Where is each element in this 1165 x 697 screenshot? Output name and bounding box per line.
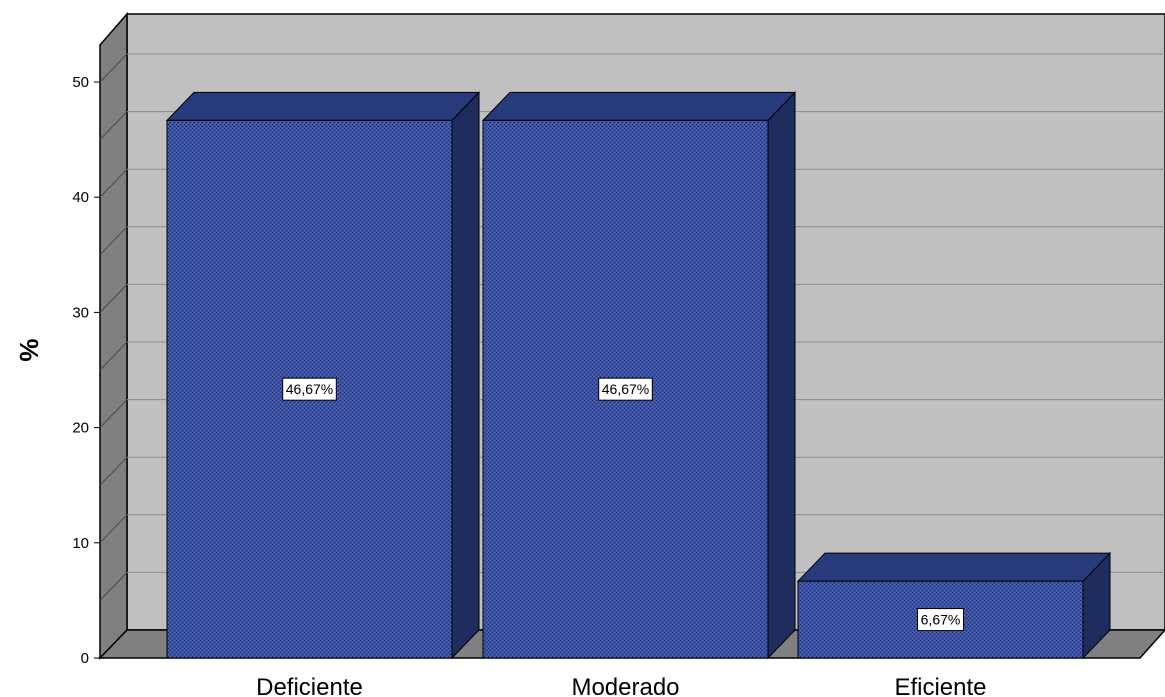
y-tick-label: 0: [81, 650, 89, 667]
bar-top: [165, 91, 481, 121]
y-axis-label: %: [14, 338, 44, 361]
bar-moderado: [481, 91, 797, 660]
bar-top: [796, 552, 1112, 582]
data-label: 46,67%: [598, 377, 653, 401]
data-label-box: [282, 377, 337, 401]
gridline-side: [99, 456, 128, 486]
x-axis-categories: Deficiente Moderado Eficiente: [256, 674, 986, 697]
bar-side: [451, 91, 480, 660]
bar-top: [481, 91, 797, 121]
data-label-box: [598, 377, 653, 401]
gridline-side: [99, 284, 128, 313]
bar-side: [767, 91, 796, 660]
x-category-label: Deficiente: [256, 674, 363, 697]
left-wall: [99, 11, 128, 660]
bar-deficiente: [165, 91, 481, 660]
gridline-side: [99, 168, 128, 198]
y-tick-label: 30: [72, 304, 89, 321]
y-tick-label: 20: [72, 420, 89, 437]
gridline-side: [99, 226, 128, 256]
gridline-side: [99, 53, 128, 83]
data-label: 46,67%: [282, 377, 337, 401]
data-label-text: 46,67%: [602, 381, 649, 397]
data-label-box: [917, 608, 964, 632]
gridline-side: [99, 514, 128, 544]
data-label-text: 46,67%: [286, 381, 333, 397]
y-tick-label: 40: [72, 189, 89, 206]
data-labels: 46,67% 46,67% 6,67%: [282, 377, 964, 632]
gridline-side: [99, 111, 128, 140]
gridline-side: [99, 572, 128, 601]
y-axis-ticks: 0 10 20 30 40 50: [72, 74, 100, 667]
gridline-side: [99, 399, 128, 428]
y-tick-label: 50: [72, 74, 89, 91]
bars: [165, 91, 1112, 660]
x-category-label: Moderado: [571, 674, 679, 697]
data-label-text: 6,67%: [921, 612, 961, 628]
data-label: 6,67%: [917, 608, 964, 632]
gridline-side: [99, 341, 128, 371]
x-category-label: Eficiente: [894, 674, 986, 697]
y-tick-label: 10: [72, 535, 89, 552]
bar-eficiente: [796, 551, 1112, 660]
